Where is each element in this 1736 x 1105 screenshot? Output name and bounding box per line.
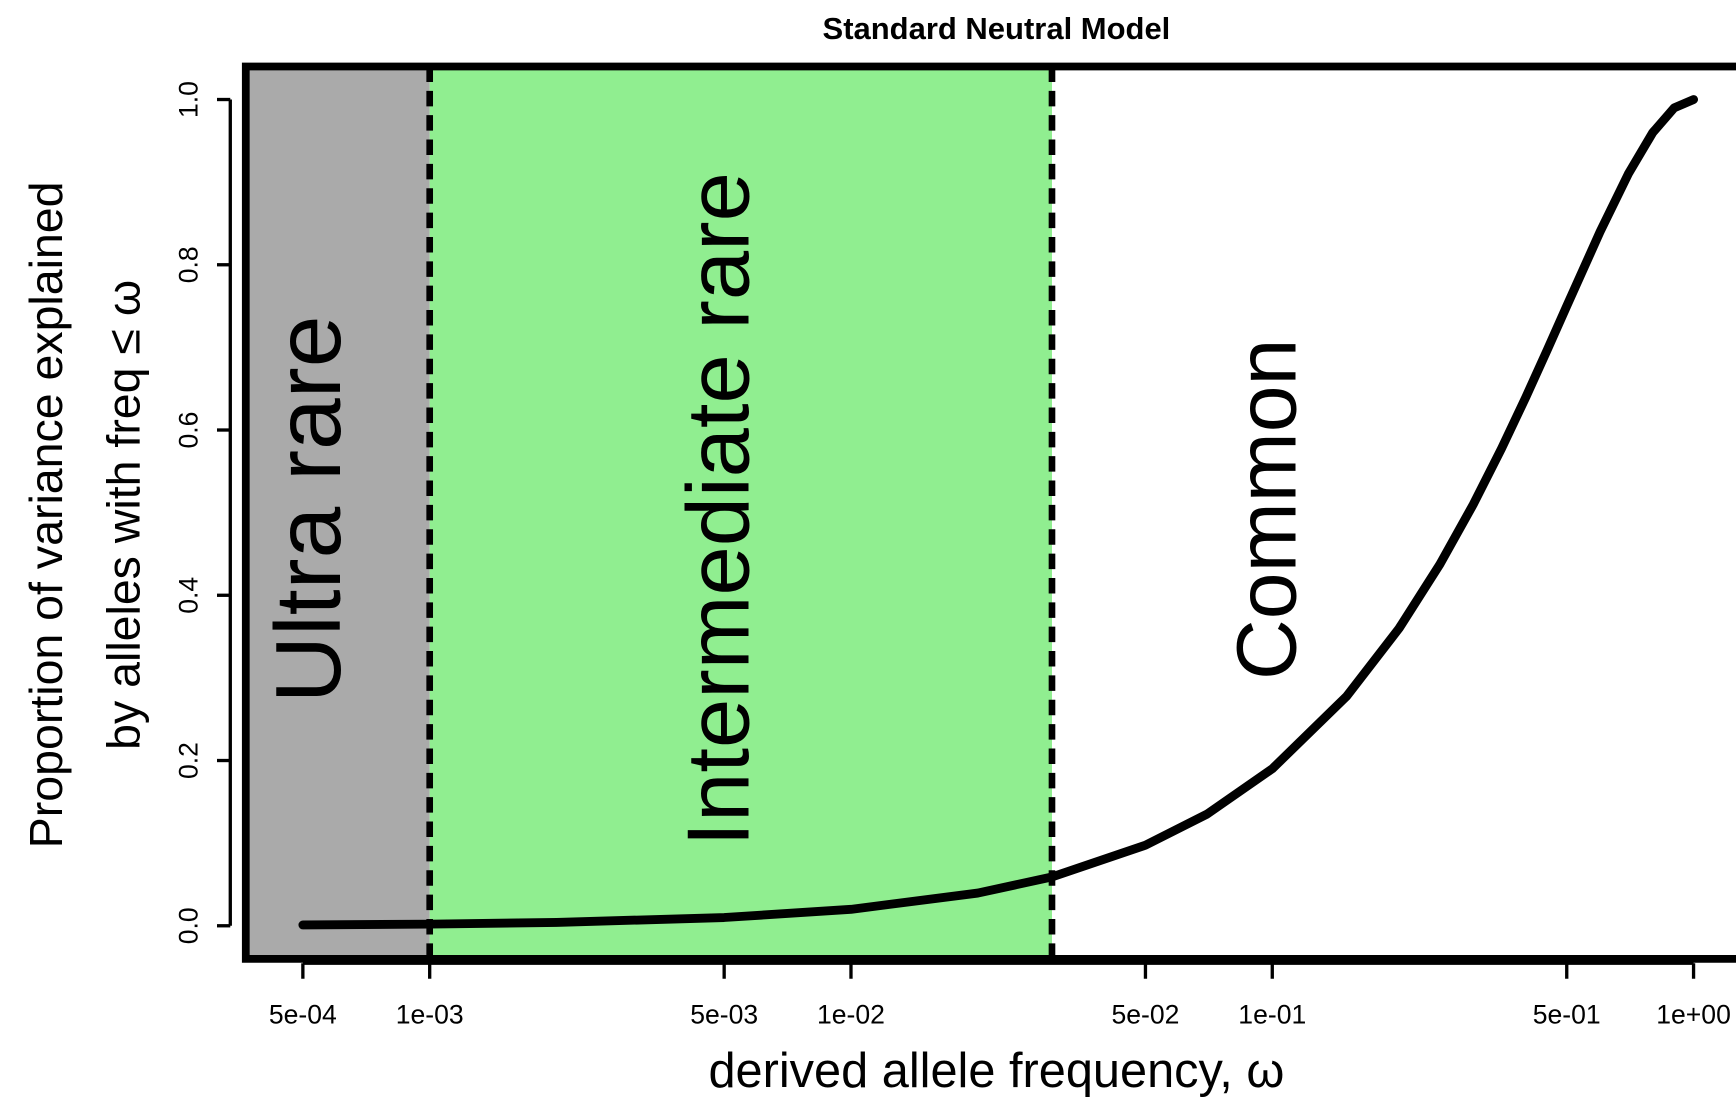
region <box>245 66 430 959</box>
x-tick-label: 5e-04 <box>269 999 337 1029</box>
x-axis-label: derived allele frequency, ω <box>708 1044 1284 1098</box>
x-tick-label: 1e-01 <box>1238 999 1306 1029</box>
chart-title: Standard Neutral Model <box>823 11 1171 46</box>
x-tick-label: 5e-01 <box>1533 999 1601 1029</box>
region <box>429 66 1052 959</box>
y-tick-label: 0.0 <box>173 907 203 944</box>
region-label: Intermediate rare <box>669 172 768 846</box>
curve <box>298 95 1698 930</box>
x-tick-label: 1e-03 <box>396 999 464 1029</box>
region-label: Ultra rare <box>256 316 360 704</box>
y-tick-label: 0.2 <box>173 742 203 779</box>
plot-frame <box>241 62 1736 963</box>
y-axis-label: Proportion of variance explained <box>20 182 72 849</box>
y-tick-label: 0.6 <box>173 412 203 449</box>
x-tick-label: 5e-02 <box>1111 999 1179 1029</box>
y-tick-label: 0.8 <box>173 246 203 283</box>
x-tick-label: 1e+00 <box>1656 999 1731 1029</box>
region-label: Common <box>1220 339 1314 680</box>
y-tick-label: 1.0 <box>173 81 203 118</box>
region <box>1051 66 1736 959</box>
x-tick-label: 1e-02 <box>817 999 885 1029</box>
y-tick-label: 0.4 <box>173 577 203 614</box>
x-tick-label: 5e-03 <box>690 999 758 1029</box>
y-axis-label: by alleles with freq ≤ ω <box>98 280 150 750</box>
